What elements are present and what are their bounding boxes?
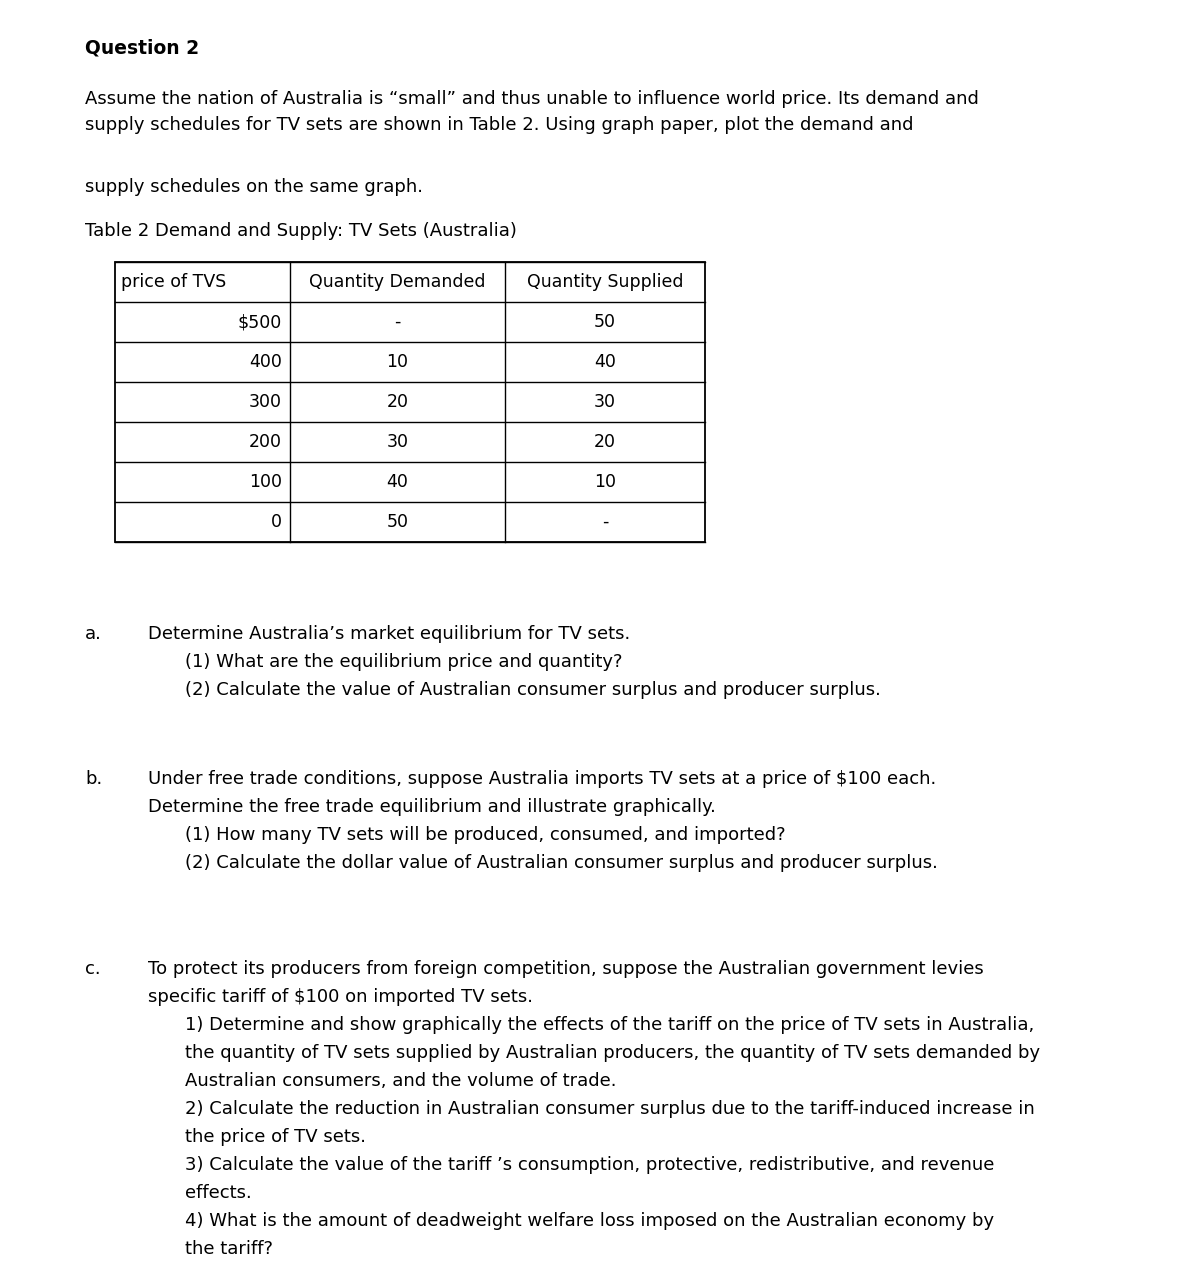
Text: Australian consumers, and the volume of trade.: Australian consumers, and the volume of … (186, 1072, 617, 1090)
Text: the price of TV sets.: the price of TV sets. (186, 1129, 366, 1147)
Text: Quantity Supplied: Quantity Supplied (527, 273, 683, 291)
Text: 10: 10 (595, 473, 616, 490)
Text: 1) Determine and show graphically the effects of the tariff on the price of TV s: 1) Determine and show graphically the ef… (186, 1016, 1034, 1034)
Text: To protect its producers from foreign competition, suppose the Australian govern: To protect its producers from foreign co… (148, 960, 983, 978)
Text: (2) Calculate the value of Australian consumer surplus and producer surplus.: (2) Calculate the value of Australian co… (186, 681, 881, 698)
Text: supply schedules on the same graph.: supply schedules on the same graph. (85, 178, 423, 196)
Text: Assume the nation of Australia is “small” and thus unable to influence world pri: Assume the nation of Australia is “small… (85, 90, 979, 134)
Text: Determine the free trade equilibrium and illustrate graphically.: Determine the free trade equilibrium and… (148, 797, 716, 817)
Text: 100: 100 (249, 473, 282, 490)
Text: 40: 40 (387, 473, 409, 490)
Text: (1) How many TV sets will be produced, consumed, and imported?: (1) How many TV sets will be produced, c… (186, 826, 786, 844)
Text: 50: 50 (595, 313, 616, 331)
Text: 0: 0 (271, 514, 282, 532)
Text: 4) What is the amount of deadweight welfare loss imposed on the Australian econo: 4) What is the amount of deadweight welf… (186, 1212, 994, 1230)
Text: 40: 40 (595, 353, 616, 371)
Text: 300: 300 (249, 393, 282, 411)
Text: $500: $500 (238, 313, 282, 331)
Text: 30: 30 (387, 433, 409, 451)
Text: Under free trade conditions, suppose Australia imports TV sets at a price of $10: Under free trade conditions, suppose Aus… (148, 770, 936, 788)
Text: 3) Calculate the value of the tariff ’s consumption, protective, redistributive,: 3) Calculate the value of the tariff ’s … (186, 1156, 994, 1174)
Text: 10: 10 (387, 353, 409, 371)
Text: Determine Australia’s market equilibrium for TV sets.: Determine Australia’s market equilibrium… (148, 625, 630, 643)
Text: the quantity of TV sets supplied by Australian producers, the quantity of TV set: the quantity of TV sets supplied by Aust… (186, 1044, 1040, 1062)
Bar (115, 262, 704, 542)
Text: b.: b. (85, 770, 103, 788)
Text: -: - (602, 514, 609, 532)
Text: specific tariff of $100 on imported TV sets.: specific tariff of $100 on imported TV s… (148, 987, 533, 1005)
Text: the tariff?: the tariff? (186, 1240, 273, 1258)
Text: -: - (395, 313, 401, 331)
Text: a.: a. (85, 625, 102, 643)
Text: price of TVS: price of TVS (121, 273, 226, 291)
Text: 400: 400 (249, 353, 282, 371)
Text: 50: 50 (387, 514, 409, 532)
Text: Question 2: Question 2 (85, 39, 199, 56)
Text: c.: c. (85, 960, 100, 978)
Text: Quantity Demanded: Quantity Demanded (310, 273, 486, 291)
Text: Table 2 Demand and Supply: TV Sets (Australia): Table 2 Demand and Supply: TV Sets (Aust… (85, 222, 517, 240)
Text: 30: 30 (595, 393, 616, 411)
Text: (2) Calculate the dollar value of Australian consumer surplus and producer surpl: (2) Calculate the dollar value of Austra… (186, 854, 937, 872)
Text: 20: 20 (387, 393, 409, 411)
Text: 2) Calculate the reduction in Australian consumer surplus due to the tariff-indu: 2) Calculate the reduction in Australian… (186, 1100, 1034, 1118)
Text: 200: 200 (249, 433, 282, 451)
Text: (1) What are the equilibrium price and quantity?: (1) What are the equilibrium price and q… (186, 654, 623, 672)
Text: 20: 20 (595, 433, 616, 451)
Text: effects.: effects. (186, 1184, 252, 1202)
